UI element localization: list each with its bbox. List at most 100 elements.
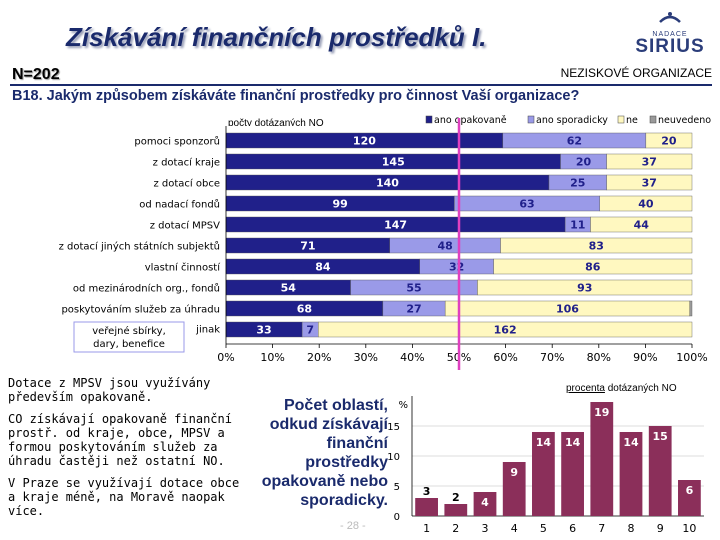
data-label: 25 <box>570 177 585 190</box>
bar-segment <box>477 279 693 296</box>
legend-swatch <box>425 115 433 124</box>
legend-label: neuvedeno <box>658 115 711 126</box>
legend-swatch <box>527 115 535 124</box>
upper-chart-caption: počty dotázaných NO <box>228 118 324 129</box>
page-title: Získávání finančních prostředků I. <box>66 22 487 52</box>
data-label: 63 <box>519 198 534 211</box>
legend-label: ne <box>626 115 638 126</box>
data-label: 140 <box>376 177 399 190</box>
lower-caption-rest: dotázaných NO <box>604 383 677 394</box>
data-label: 40 <box>638 198 654 211</box>
data-label: 84 <box>315 261 331 274</box>
data-label: 44 <box>634 219 650 232</box>
x-category-label: 4 <box>511 522 518 535</box>
data-label: 86 <box>585 261 601 274</box>
stacked-bar-chart: ano opakovaně ano sporadicky ne neuvedeno po… <box>59 115 711 370</box>
bar-segment <box>606 153 693 170</box>
column-bar <box>473 492 497 516</box>
data-label: 55 <box>406 282 421 295</box>
category-label: od nadací fondů <box>139 199 220 211</box>
bar-segment <box>599 195 693 212</box>
category-label: pomoci sponzorů <box>134 136 220 148</box>
column-label: 14 <box>623 436 639 449</box>
x-category-label: 6 <box>569 522 576 535</box>
data-label: 145 <box>382 156 405 169</box>
legend-swatch <box>617 115 625 124</box>
data-label: 7 <box>306 324 314 337</box>
data-label: 37 <box>642 177 657 190</box>
bar-segment <box>606 174 693 191</box>
note-3: V Praze se využívají dotace obce a kraje… <box>8 476 240 518</box>
data-label: 33 <box>256 324 271 337</box>
data-label: 27 <box>406 303 421 316</box>
column-label: 14 <box>536 436 552 449</box>
data-label: 99 <box>333 198 348 211</box>
callout-line-1: veřejné sbírky, <box>92 325 166 337</box>
x-category-label: 2 <box>452 522 459 535</box>
data-label: 20 <box>576 156 592 169</box>
bar-segment <box>493 258 693 275</box>
logo-arc-icon <box>659 12 681 23</box>
column-label: 4 <box>481 496 489 509</box>
bar-segment <box>500 237 693 254</box>
x-tick-label: 60% <box>493 351 517 364</box>
category-label: z dotací obce <box>153 178 220 190</box>
logo-top-text: NADACE <box>652 31 688 38</box>
sirius-logo: NADACE SIRIUS <box>630 10 710 56</box>
x-category-label: 7 <box>598 522 605 535</box>
org-type-label: NEZISKOVÉ ORGANIZACE <box>560 66 712 80</box>
note-2: CO získávají opakovaně finanční prostř. … <box>8 412 232 468</box>
data-label: 120 <box>353 135 376 148</box>
bar-segment <box>689 300 693 317</box>
data-label: 62 <box>567 135 582 148</box>
question-text: B18. Jakým způsobem získáváte finanční p… <box>12 88 580 104</box>
column-label: 2 <box>452 491 460 504</box>
x-tick-label: 10% <box>260 351 284 364</box>
x-tick-label: 70% <box>540 351 564 364</box>
data-label: 83 <box>589 240 604 253</box>
y-tick-label: 0 <box>394 512 400 523</box>
legend-swatch <box>649 115 657 124</box>
data-label: 106 <box>556 303 579 316</box>
y-axis-unit: % <box>398 400 408 411</box>
column-bar <box>590 402 614 516</box>
upper-caption-unit: počty <box>228 118 252 129</box>
column-label: 14 <box>565 436 581 449</box>
data-label: 48 <box>438 240 453 253</box>
column-label: 9 <box>510 466 518 479</box>
sample-size: N=202 <box>12 66 60 83</box>
data-label: 54 <box>281 282 297 295</box>
x-tick-label: 100% <box>676 351 707 364</box>
category-label: z dotací kraje <box>153 157 220 169</box>
x-tick-label: 90% <box>633 351 657 364</box>
data-label: 37 <box>642 156 657 169</box>
category-label: poskytováním služeb za úhradu <box>61 304 220 316</box>
column-bar <box>415 498 438 516</box>
category-label: vlastní činností <box>145 262 221 274</box>
column-bar <box>619 432 643 516</box>
data-label: 147 <box>384 219 407 232</box>
column-label: 3 <box>423 485 431 498</box>
data-label: 68 <box>297 303 312 316</box>
legend-label: ano sporadicky <box>536 115 608 126</box>
column-bar <box>502 462 526 516</box>
lower-chart-label: Počet oblastí, odkud získávají finanční … <box>261 397 388 509</box>
x-tick-label: 80% <box>587 351 611 364</box>
x-category-label: 1 <box>423 522 430 535</box>
note-1: Dotace z MPSV jsou využívány především o… <box>8 376 211 404</box>
y-tick-label: 5 <box>394 482 400 493</box>
bar-segment <box>645 132 693 149</box>
logo-main-text: SIRIUS <box>635 36 705 57</box>
column-bar <box>648 426 672 516</box>
column-bar <box>561 432 584 516</box>
x-category-label: 10 <box>682 522 696 535</box>
column-bar <box>444 504 468 516</box>
x-tick-label: 0% <box>217 351 234 364</box>
legend-label: ano opakovaně <box>434 115 507 126</box>
y-tick-label: 10 <box>387 452 400 463</box>
x-category-label: 8 <box>628 522 635 535</box>
x-tick-label: 30% <box>354 351 378 364</box>
x-tick-label: 40% <box>400 351 424 364</box>
data-label: 162 <box>494 324 517 337</box>
